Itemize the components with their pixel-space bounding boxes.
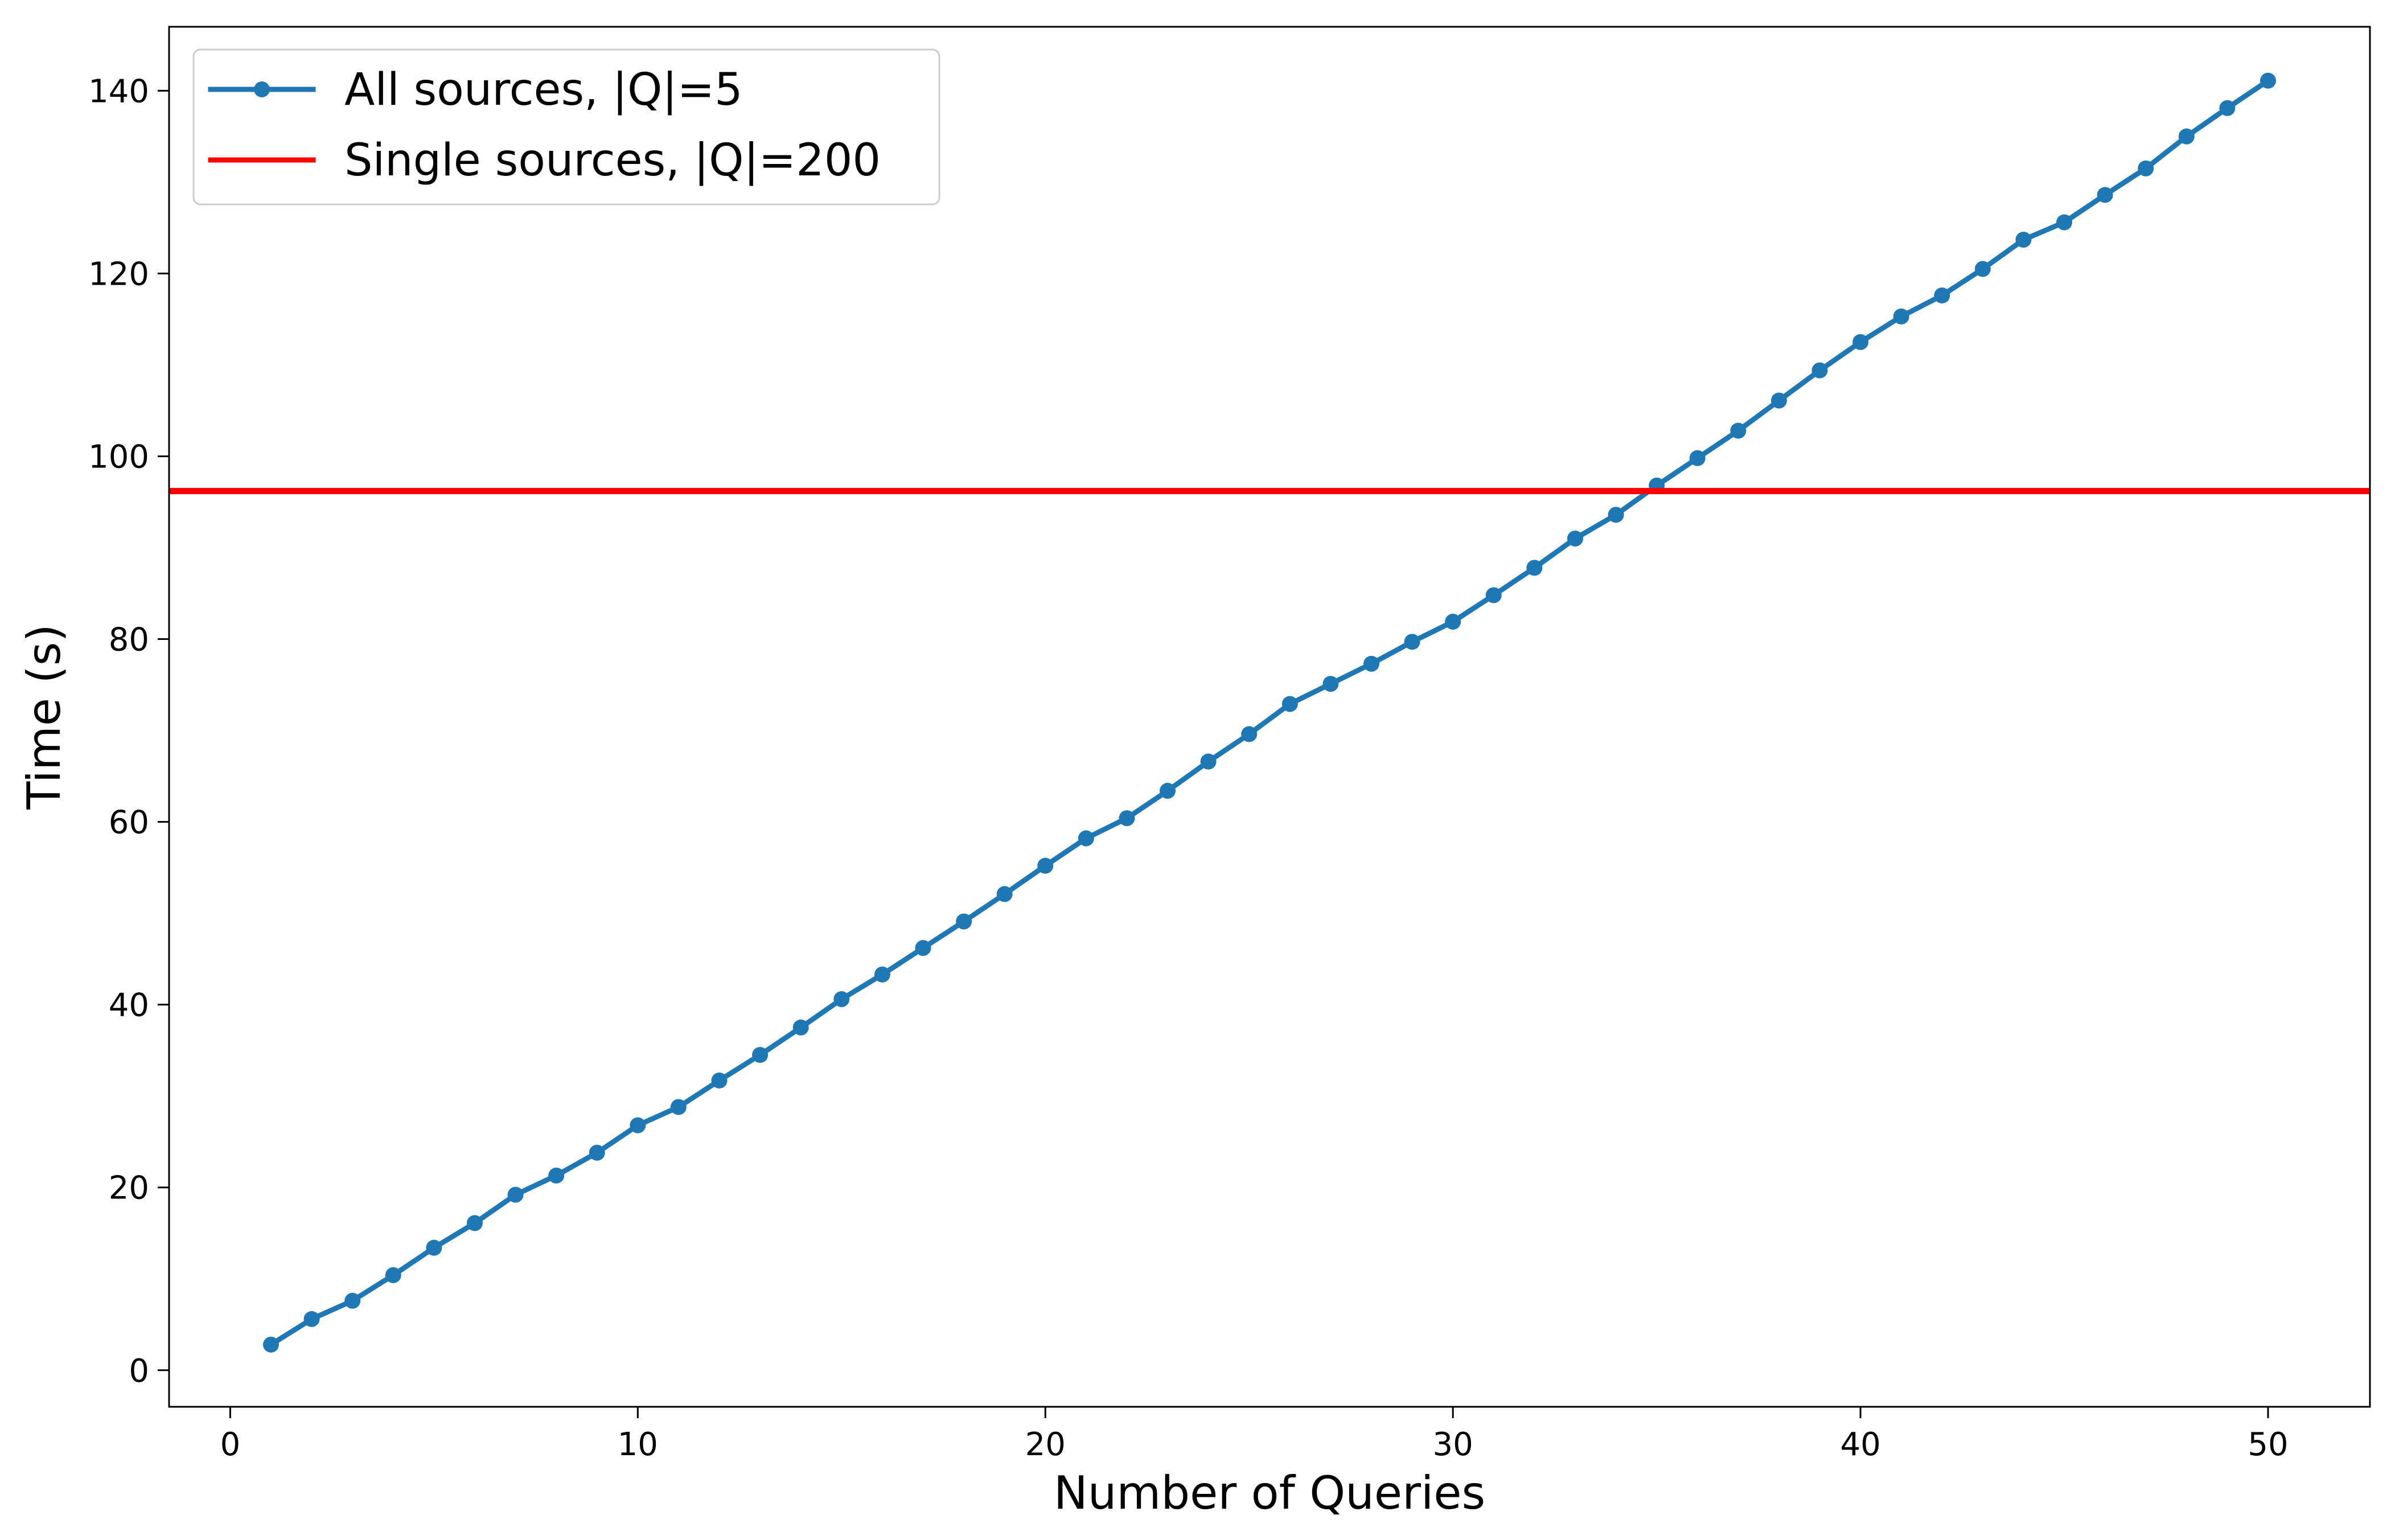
- data-point: [1608, 507, 1624, 523]
- data-point: [2015, 232, 2032, 248]
- data-point: [1526, 560, 1543, 576]
- data-point: [792, 1019, 809, 1036]
- data-point: [711, 1072, 728, 1089]
- data-point: [2097, 187, 2113, 203]
- data-point: [670, 1099, 687, 1115]
- data-point: [1363, 655, 1379, 672]
- legend-label-all-sources: All sources, |Q|=5: [344, 64, 743, 116]
- data-point: [262, 1336, 279, 1353]
- data-point: [1974, 261, 1991, 277]
- x-axis: 0 10 20 30 40 50: [220, 1407, 2289, 1463]
- data-point: [2138, 160, 2154, 176]
- data-point: [303, 1311, 320, 1327]
- x-tick-label: 20: [1025, 1426, 1066, 1463]
- data-point: [548, 1167, 565, 1184]
- data-point: [1322, 676, 1339, 692]
- data-point: [1934, 287, 1950, 303]
- data-point: [2219, 100, 2236, 116]
- data-point: [2056, 214, 2073, 231]
- x-axis-title: Number of Queries: [1054, 1467, 1485, 1520]
- y-tick-label: 0: [129, 1353, 149, 1390]
- x-tick-label: 0: [220, 1426, 241, 1463]
- data-point: [1241, 726, 1258, 742]
- data-point: [507, 1186, 524, 1203]
- x-tick-label: 10: [618, 1426, 658, 1463]
- data-point: [1689, 450, 1706, 466]
- data-point: [1160, 783, 1176, 799]
- data-point: [1119, 810, 1135, 827]
- y-axis-title: Time (s): [18, 624, 71, 810]
- data-point: [1770, 392, 1787, 409]
- data-point: [2178, 128, 2195, 145]
- data-point: [915, 940, 931, 956]
- data-point: [344, 1292, 361, 1309]
- data-point: [1567, 530, 1583, 547]
- data-point: [1852, 334, 1869, 350]
- x-tick-label: 30: [1433, 1426, 1473, 1463]
- y-tick-label: 140: [88, 73, 149, 110]
- data-point: [385, 1267, 401, 1283]
- data-point: [1281, 696, 1298, 712]
- legend-marker-all-sources: [254, 81, 270, 97]
- legend-label-single-sources: Single sources, |Q|=200: [344, 135, 881, 186]
- data-point: [426, 1239, 442, 1256]
- data-point: [1078, 830, 1094, 847]
- legend: All sources, |Q|=5 Single sources, |Q|=2…: [192, 48, 940, 206]
- x-tick-label: 40: [1840, 1426, 1880, 1463]
- y-tick-label: 120: [88, 256, 149, 293]
- y-axis: 0 20 40 60 80 100 120 140: [88, 73, 169, 1390]
- data-point: [956, 913, 972, 930]
- plot-area: [169, 72, 2370, 1353]
- y-tick-label: 60: [109, 804, 149, 841]
- data-point: [466, 1215, 483, 1231]
- y-tick-label: 20: [109, 1170, 149, 1207]
- plot-frame: [168, 26, 2371, 1408]
- y-tick-label: 80: [109, 622, 149, 659]
- data-point: [1037, 857, 1054, 874]
- y-tick-label: 100: [88, 438, 149, 475]
- data-point: [752, 1046, 769, 1063]
- data-point: [1811, 362, 1828, 379]
- data-point: [1485, 587, 1502, 603]
- data-point: [2260, 72, 2277, 89]
- data-point: [1404, 634, 1420, 650]
- legend-box: [192, 48, 940, 206]
- x-tick-label: 50: [2248, 1426, 2288, 1463]
- data-point: [996, 886, 1013, 902]
- y-tick-label: 40: [109, 987, 149, 1024]
- data-point: [1893, 308, 1909, 325]
- data-point: [833, 991, 850, 1008]
- data-point: [589, 1144, 605, 1161]
- data-point: [1730, 422, 1747, 439]
- data-point: [630, 1117, 646, 1134]
- data-point: [874, 966, 890, 983]
- data-point: [1445, 614, 1461, 630]
- data-point: [1200, 753, 1217, 770]
